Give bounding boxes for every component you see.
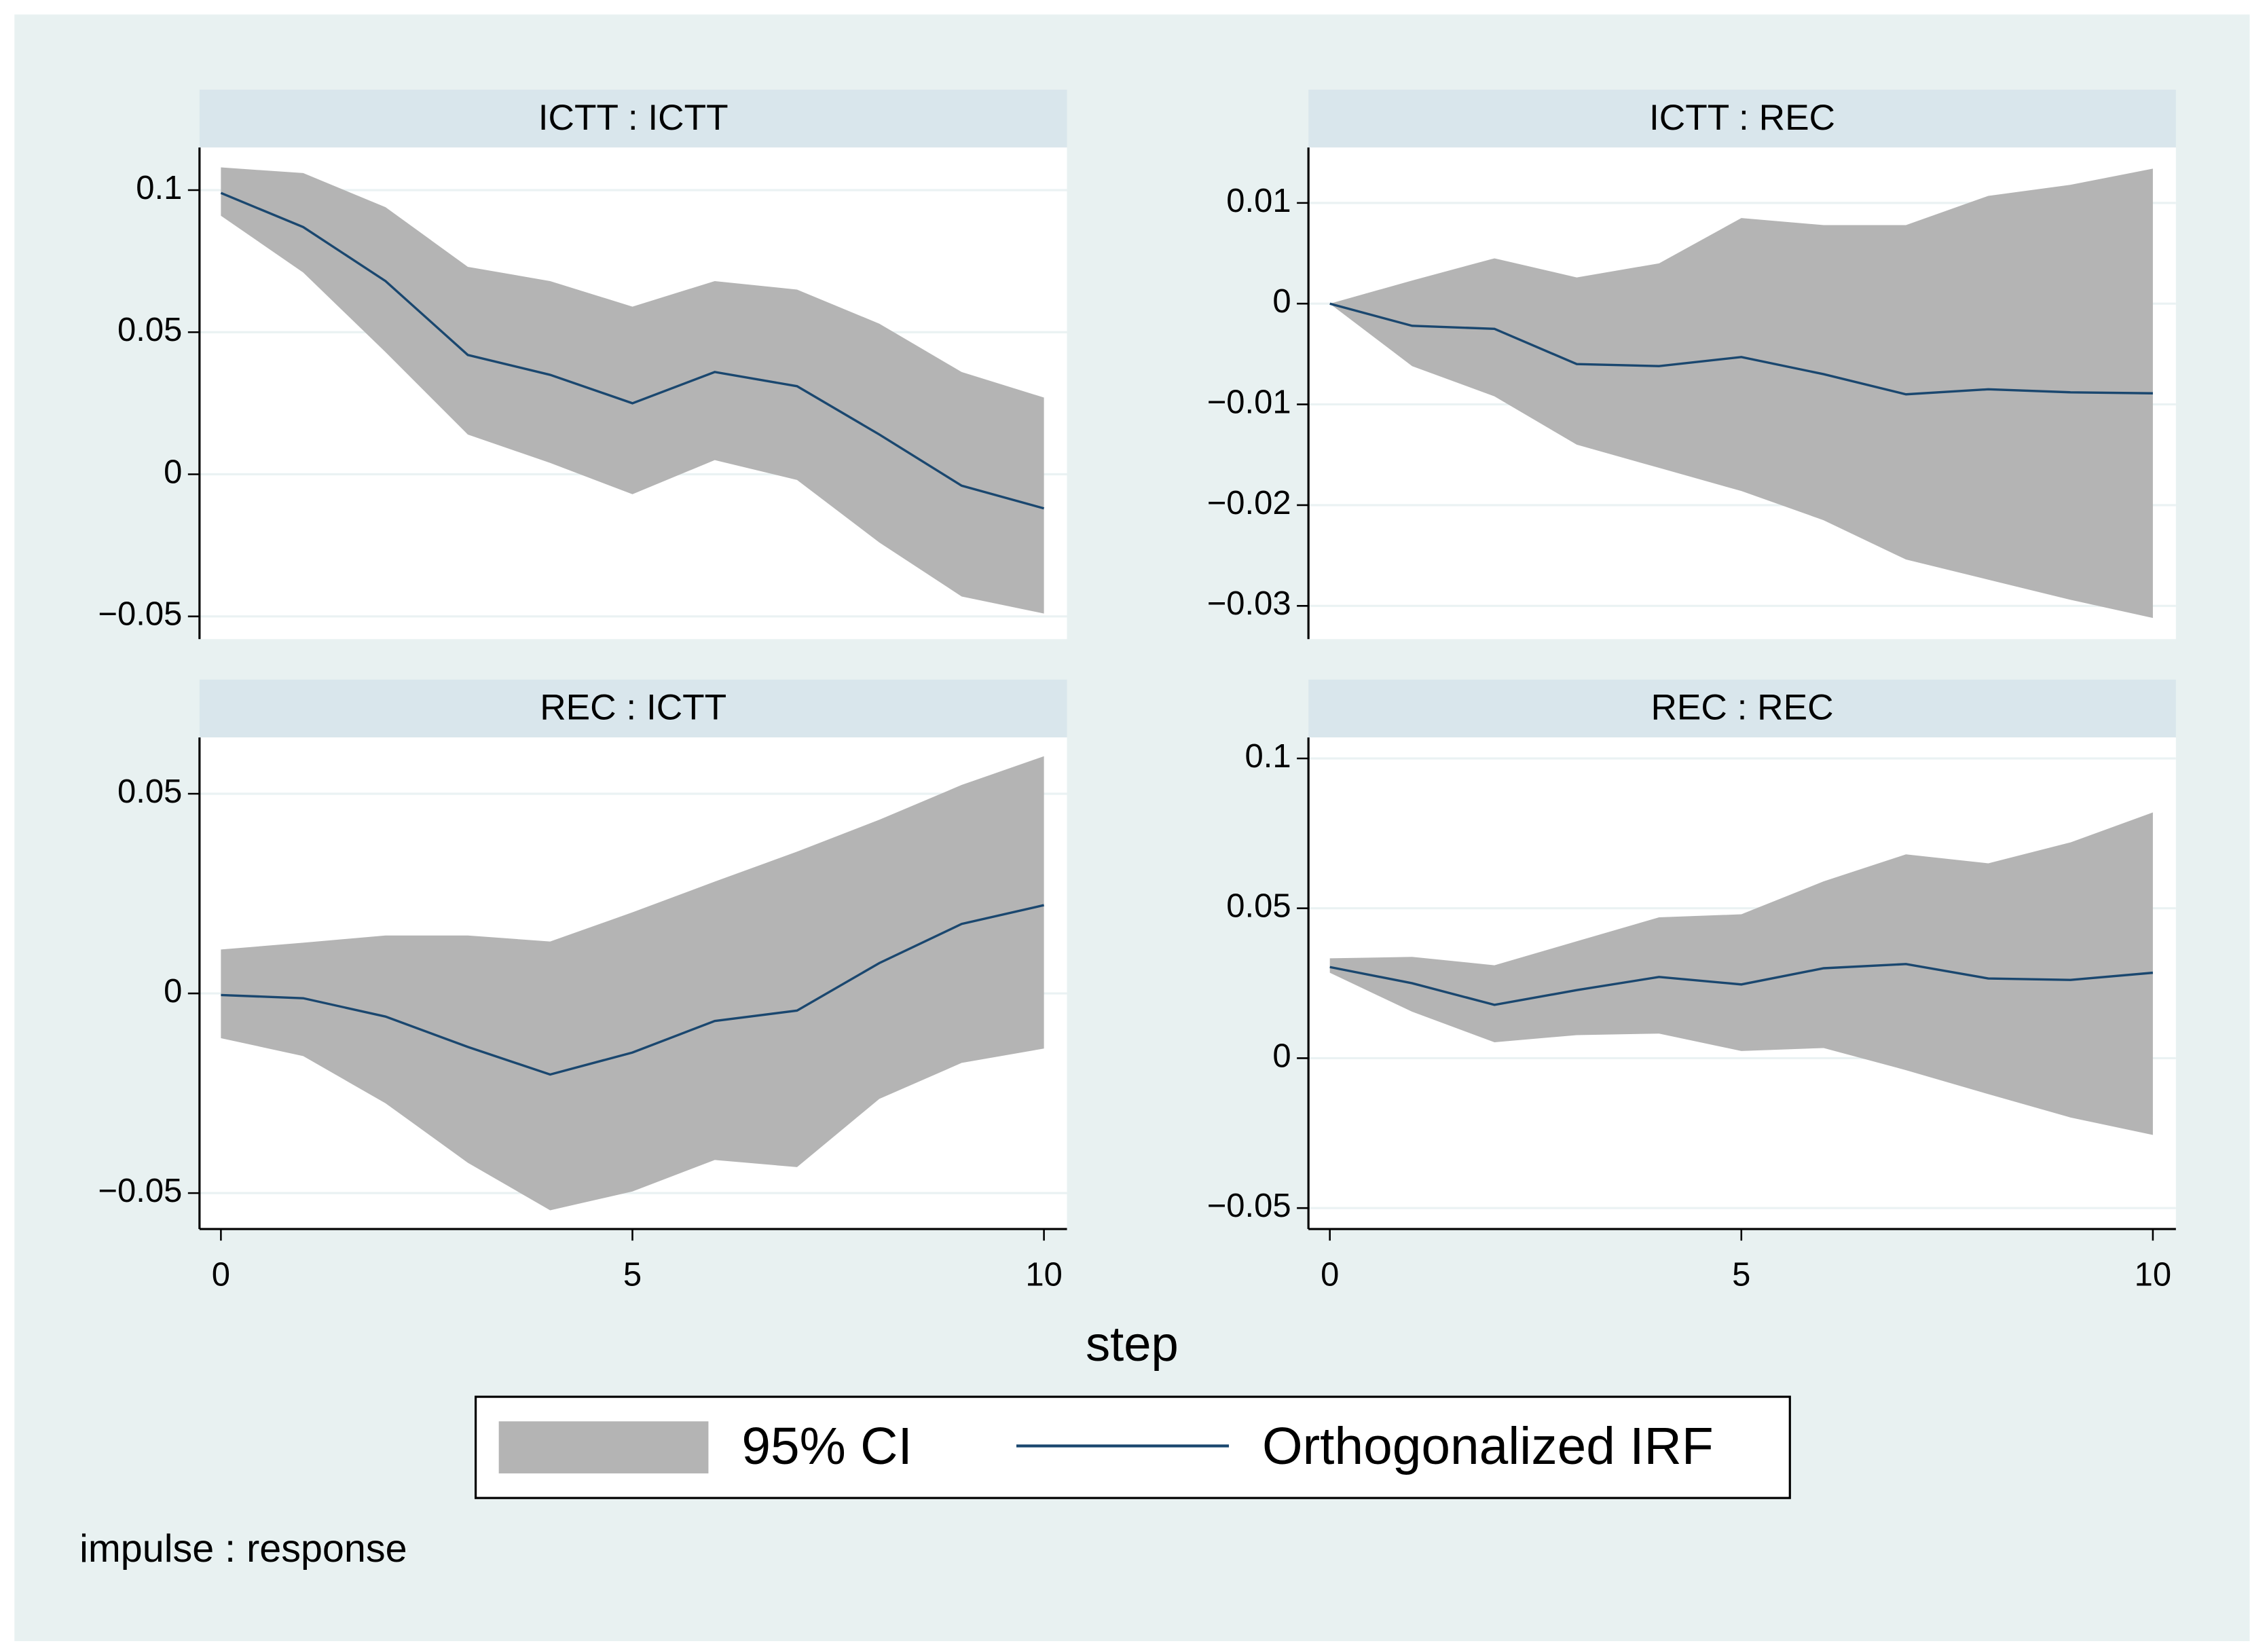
y-tick-label: −0.05: [98, 596, 182, 633]
x-tick-label: 10: [1025, 1256, 1062, 1293]
x-tick-label: 0: [1321, 1256, 1339, 1293]
ci-band: [1329, 812, 2153, 1135]
y-tick-label: −0.01: [1207, 384, 1291, 421]
y-tick-label: 0: [164, 454, 182, 490]
y-tick-label: 0.01: [1226, 183, 1291, 219]
panel-title: REC : ICTT: [540, 688, 726, 728]
x-tick-label: 5: [623, 1256, 642, 1293]
panel-title: ICTT : ICTT: [538, 98, 729, 138]
y-tick-label: −0.05: [98, 1173, 182, 1209]
legend-label: 95% CI: [741, 1418, 912, 1475]
x-axis-title: step: [1086, 1317, 1179, 1372]
ci-band: [221, 167, 1044, 614]
y-tick-label: 0: [1272, 283, 1291, 320]
y-tick-label: 0: [164, 973, 182, 1010]
y-tick-label: −0.03: [1207, 585, 1291, 622]
legend-swatch: [498, 1421, 709, 1473]
y-tick-label: −0.02: [1207, 485, 1291, 521]
note: impulse : response: [79, 1527, 407, 1571]
y-tick-label: 0.05: [1226, 888, 1291, 925]
panel-title: REC : REC: [1651, 688, 1833, 728]
panel-header: [1308, 90, 2176, 148]
irf-line: [220, 191, 1045, 510]
panel-title: ICTT : REC: [1649, 98, 1835, 138]
y-tick-label: 0.1: [136, 170, 182, 206]
x-tick-label: 10: [2135, 1256, 2171, 1293]
irf-line: [1329, 963, 2154, 1006]
y-tick-label: 0: [1272, 1038, 1291, 1074]
irf-line: [221, 904, 1044, 1076]
irf-line: [1329, 302, 2153, 396]
ci-band: [221, 756, 1044, 1211]
panel-header: [1308, 679, 2176, 738]
panel-header: [199, 679, 1067, 738]
panel-header: [199, 90, 1067, 148]
x-tick-label: 0: [212, 1256, 230, 1293]
y-tick-label: 0.05: [117, 312, 182, 348]
y-tick-label: 0.05: [117, 773, 182, 810]
ci-band: [1329, 168, 2153, 619]
y-tick-label: −0.05: [1207, 1188, 1291, 1224]
x-tick-label: 5: [1732, 1256, 1750, 1293]
y-tick-label: 0.1: [1245, 738, 1291, 775]
legend-label: Orthogonalized IRF: [1262, 1418, 1714, 1475]
